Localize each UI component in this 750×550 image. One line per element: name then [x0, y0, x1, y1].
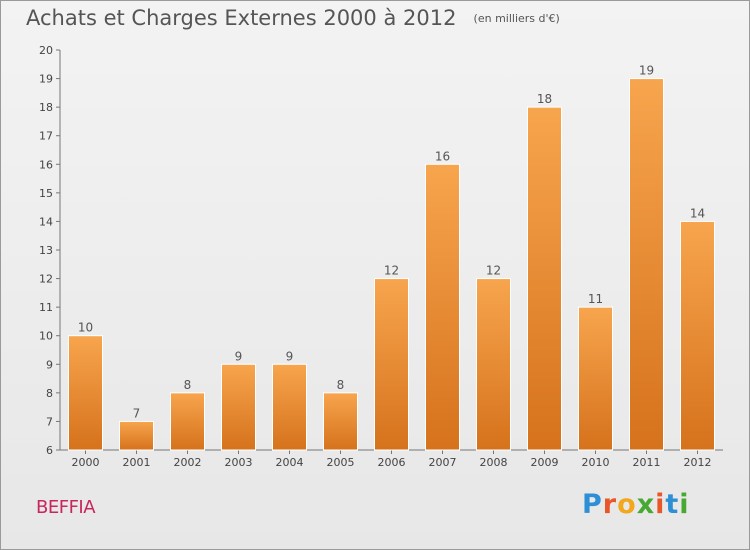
data-label: 18: [537, 92, 552, 106]
logo-letter: i: [679, 489, 690, 520]
data-label: 7: [133, 406, 141, 420]
bar-2007: [425, 163, 460, 451]
bar-2003: [221, 363, 256, 451]
x-tick-label: 2005: [327, 456, 355, 469]
bar-2008: [476, 278, 511, 451]
bar-2000: [68, 335, 103, 451]
bar-2011: [629, 78, 664, 451]
y-tick-label: 10: [39, 330, 53, 343]
logo-letter: x: [636, 489, 656, 520]
data-label: 10: [78, 321, 93, 335]
data-label: 8: [184, 378, 192, 392]
y-tick-label: 18: [39, 101, 53, 114]
y-tick-label: 9: [46, 358, 53, 371]
x-tick-label: 2011: [633, 456, 661, 469]
chart-title: Achats et Charges Externes 2000 à 2012: [26, 6, 457, 30]
chart-bars: [68, 78, 715, 451]
y-tick-label: 17: [39, 130, 53, 143]
x-tick-label: 2009: [531, 456, 559, 469]
y-tick-label: 14: [39, 215, 53, 228]
chart-subtitle: (en milliers d'€): [473, 12, 560, 25]
x-tick-label: 2012: [684, 456, 712, 469]
data-label: 9: [286, 349, 294, 363]
y-tick-label: 13: [39, 244, 53, 257]
bar-2010: [578, 306, 613, 451]
y-tick-label: 7: [46, 415, 53, 428]
logo-letter: r: [602, 489, 618, 520]
data-label: 16: [435, 149, 450, 163]
bar-2001: [119, 420, 154, 451]
chart-header: Achats et Charges Externes 2000 à 2012 (…: [26, 6, 560, 30]
x-tick-label: 2010: [582, 456, 610, 469]
bar-2006: [374, 278, 409, 451]
x-tick-label: 2003: [225, 456, 253, 469]
data-label: 12: [486, 264, 501, 278]
x-tick-label: 2004: [276, 456, 304, 469]
bar-2004: [272, 363, 307, 451]
logo-letter: i: [655, 489, 666, 520]
y-tick-label: 16: [39, 158, 53, 171]
data-label: 19: [639, 64, 654, 78]
data-label: 8: [337, 378, 345, 392]
x-tick-label: 2007: [429, 456, 457, 469]
logo-letter: P: [582, 489, 603, 520]
data-label: 12: [384, 264, 399, 278]
y-tick-label: 15: [39, 187, 53, 200]
x-tick-label: 2008: [480, 456, 508, 469]
logo-letter: t: [665, 489, 680, 520]
data-label: 9: [235, 349, 243, 363]
x-tick-label: 2002: [174, 456, 202, 469]
y-tick-label: 19: [39, 73, 53, 86]
y-tick-label: 8: [46, 387, 53, 400]
proxiti-logo[interactable]: Proxiti: [582, 489, 690, 520]
x-tick-label: 2006: [378, 456, 406, 469]
commune-name: BEFFIA: [36, 497, 96, 518]
x-tick-label: 2001: [123, 456, 151, 469]
data-label: 14: [690, 206, 705, 220]
bar-2009: [527, 106, 562, 451]
y-tick-label: 6: [46, 444, 53, 457]
data-label: 11: [588, 292, 603, 306]
bar-2002: [170, 392, 205, 451]
y-tick-label: 11: [39, 301, 53, 314]
logo-letter: o: [617, 489, 637, 520]
bar-2012: [680, 220, 715, 451]
chart-labels: 10 7 8 9 9 8 12 16 12 18 11 19 14: [78, 64, 705, 421]
x-tick-label: 2000: [72, 456, 100, 469]
y-tick-label: 20: [39, 44, 53, 57]
y-tick-label: 12: [39, 273, 53, 286]
bar-2005: [323, 392, 358, 451]
